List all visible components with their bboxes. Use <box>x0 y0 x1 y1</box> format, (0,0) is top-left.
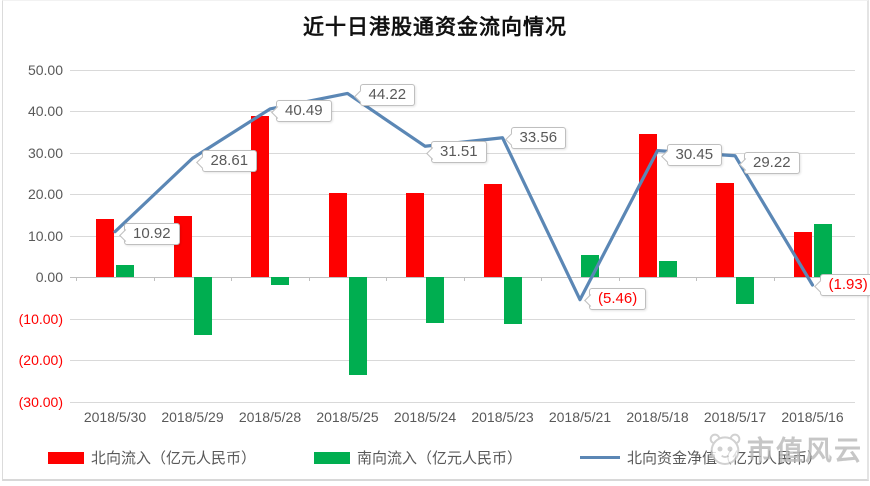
plot-area: 50.00 40.00 30.00 20.00 10.00 0.00 (10.00) (20.… <box>3 1 867 479</box>
data-label-callout: 31.51 <box>431 141 487 163</box>
data-label-callout: (5.46) <box>589 288 646 310</box>
axis-tick <box>464 277 465 281</box>
y-axis-tick-label: 30.00 <box>3 144 63 162</box>
data-label-callout: (1.93) <box>820 274 870 296</box>
legend-item: 南向流入（亿元人民币） <box>314 447 522 468</box>
data-label-callout: 10.92 <box>124 223 180 245</box>
legend-label: 南向流入（亿元人民币） <box>357 447 522 468</box>
x-axis-label: 2018/5/18 <box>613 409 703 425</box>
axis-tick <box>386 277 387 281</box>
axis-tick <box>76 277 77 281</box>
data-label-callout: 33.56 <box>511 127 567 149</box>
bar-southbound-inflow <box>504 277 522 324</box>
x-axis-label: 2018/5/24 <box>380 409 470 425</box>
y-axis-tick-label: 20.00 <box>3 185 63 203</box>
x-axis-label: 2018/5/25 <box>303 409 393 425</box>
axis-tick <box>774 277 775 281</box>
bar-southbound-inflow <box>349 277 367 375</box>
y-axis-tick-label: 40.00 <box>3 102 63 120</box>
legend-bar-swatch-icon <box>48 452 84 464</box>
bar-northbound-inflow <box>484 184 502 277</box>
bar-southbound-inflow <box>736 277 754 304</box>
y-axis-tick-label: (10.00) <box>3 310 63 328</box>
x-axis-label: 2018/5/21 <box>535 409 625 425</box>
bar-northbound-inflow <box>716 183 734 277</box>
x-axis-label: 2018/5/28 <box>225 409 315 425</box>
bar-northbound-inflow <box>794 232 812 277</box>
legend-label: 北向流入（亿元人民币） <box>91 447 256 468</box>
gridline <box>70 194 855 195</box>
x-axis-label: 2018/5/17 <box>690 409 780 425</box>
gridline <box>70 360 855 361</box>
x-axis-label: 2018/5/30 <box>70 409 160 425</box>
bar-southbound-inflow <box>426 277 444 323</box>
data-label-callout: 29.22 <box>744 152 800 174</box>
data-label-callout: 30.45 <box>667 144 723 166</box>
axis-tick <box>619 277 620 281</box>
legend-line-swatch-icon <box>580 456 620 459</box>
bar-southbound-inflow <box>194 277 212 335</box>
y-axis-tick-label: 10.00 <box>3 227 63 245</box>
data-label-callout: 44.22 <box>360 84 416 106</box>
axis-tick <box>231 277 232 281</box>
gridline <box>70 111 855 112</box>
axis-tick <box>309 277 310 281</box>
bar-northbound-inflow <box>251 116 269 277</box>
y-axis-tick-label: 0.00 <box>3 268 63 286</box>
bar-southbound-inflow <box>659 261 677 277</box>
watermark-text: 市值风云 <box>747 429 863 468</box>
gridline <box>70 402 855 403</box>
panda-logo-icon <box>705 432 745 466</box>
bar-southbound-inflow <box>814 224 832 277</box>
bar-southbound-inflow <box>271 277 289 285</box>
y-axis-tick-label: (30.00) <box>3 393 63 411</box>
bar-northbound-inflow <box>639 134 657 277</box>
x-axis-label: 2018/5/29 <box>148 409 238 425</box>
bar-southbound-inflow <box>581 255 599 277</box>
y-axis-tick-label: 50.00 <box>3 61 63 79</box>
bar-southbound-inflow <box>116 265 134 277</box>
legend-item: 北向流入（亿元人民币） <box>48 447 256 468</box>
bar-northbound-inflow <box>406 193 424 277</box>
data-label-callout: 40.49 <box>276 100 332 122</box>
axis-tick <box>541 277 542 281</box>
bar-northbound-inflow <box>329 193 347 277</box>
watermark: 市值风云 <box>705 429 863 468</box>
x-axis-label: 2018/5/16 <box>768 409 858 425</box>
axis-tick <box>696 277 697 281</box>
axis-tick <box>154 277 155 281</box>
y-axis-tick-label: (20.00) <box>3 351 63 369</box>
bar-northbound-inflow <box>96 219 114 277</box>
gridline <box>70 70 855 71</box>
data-label-callout: 28.61 <box>202 150 258 172</box>
x-axis-label: 2018/5/23 <box>458 409 548 425</box>
legend-bar-swatch-icon <box>314 452 350 464</box>
gridline <box>70 319 855 320</box>
